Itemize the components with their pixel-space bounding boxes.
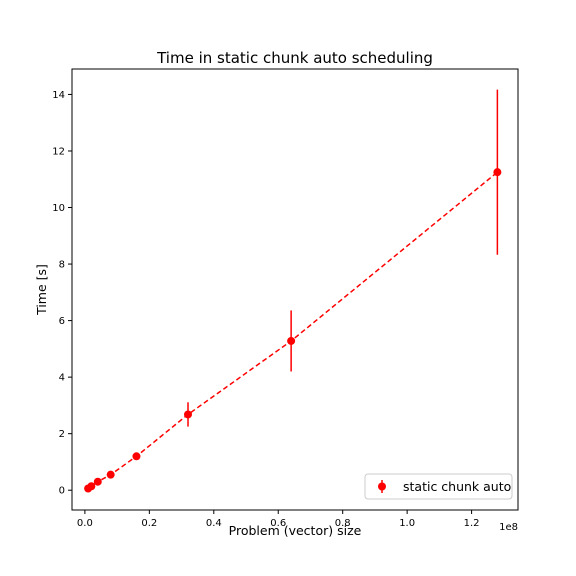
x-tick-label: 1.0 — [399, 518, 415, 529]
x-tick-label: 1.2 — [464, 518, 480, 529]
data-point — [287, 336, 296, 345]
x-tick-label: 0.6 — [270, 518, 286, 529]
x-axis-label: Problem (vector) size — [229, 523, 362, 538]
y-tick-label: 14 — [52, 90, 65, 101]
y-tick-label: 8 — [59, 260, 65, 271]
x-tick-label: 0.4 — [206, 518, 222, 529]
x-tick-label: 0.8 — [335, 518, 351, 529]
data-point — [106, 470, 115, 479]
legend: static chunk auto — [364, 473, 513, 500]
plot-frame — [71, 68, 519, 511]
x-axis: 0.0 0.2 0.4 0.6 0.8 1.0 1.2 — [77, 510, 480, 529]
data-point — [132, 452, 141, 461]
series-line — [87, 171, 498, 490]
y-tick-label: 0 — [59, 486, 65, 497]
legend-point-marker — [378, 482, 386, 491]
y-tick-label: 4 — [59, 373, 65, 384]
y-tick-label: 12 — [52, 146, 65, 157]
x-tick-label: 0.0 — [77, 518, 93, 529]
chart-title: Time in static chunk auto scheduling — [156, 49, 433, 67]
y-tick-label: 6 — [59, 316, 65, 327]
data-point — [87, 482, 96, 491]
legend-box — [364, 473, 513, 500]
data-point — [184, 410, 193, 419]
x-axis-offset-label: 1e8 — [499, 522, 518, 533]
y-tick-label: 10 — [52, 203, 65, 214]
legend-label: static chunk auto — [403, 479, 511, 494]
y-axis: 0 2 4 6 8 10 12 14 — [52, 90, 72, 497]
plot-area — [84, 89, 502, 493]
data-point — [493, 168, 502, 177]
y-axis-label: Time [s] — [34, 264, 49, 316]
y-tick-label: 2 — [59, 429, 65, 440]
data-point — [93, 477, 102, 486]
x-tick-label: 0.2 — [141, 518, 157, 529]
